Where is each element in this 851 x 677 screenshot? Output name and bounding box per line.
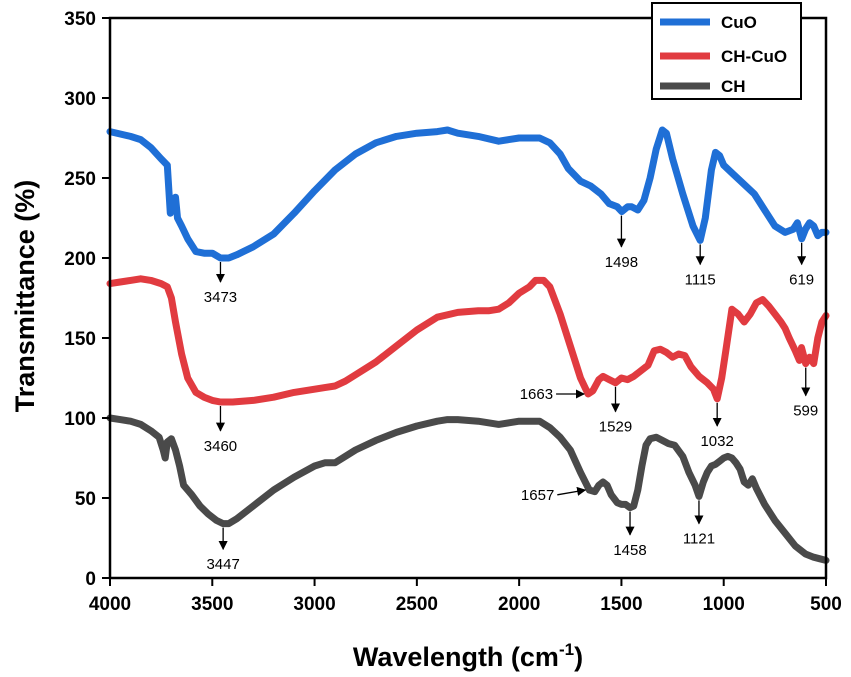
annotation-label-3460: 3460 — [204, 438, 237, 455]
annotation-label-1032: 1032 — [700, 433, 733, 450]
annotation-label-3473: 3473 — [204, 289, 237, 306]
annotation-label-1458: 1458 — [613, 542, 646, 559]
annotation-1498: 1498 — [605, 215, 638, 271]
annotation-599: 599 — [793, 367, 818, 420]
annotation-label-599: 599 — [793, 403, 818, 420]
annotation-3460: 3460 — [204, 406, 237, 455]
annotation-1032: 1032 — [700, 402, 734, 450]
peak-annotations: 3473 1498 1115 619 3460 1663 1529 1032 599 1657 14… — [204, 215, 818, 573]
annotation-label-1657: 1657 — [521, 487, 554, 504]
annotation-arrow-1657 — [557, 486, 587, 496]
x-axis-title-main: Wavelength (cm — [353, 642, 559, 672]
annotation-1657: 1657 — [521, 486, 587, 504]
annotation-619: 619 — [789, 242, 814, 288]
y-tick-label-100: 100 — [64, 409, 96, 430]
y-tick-label-200: 200 — [64, 249, 96, 270]
annotation-label-1529: 1529 — [599, 419, 632, 436]
series-line-ch-cuo — [106, 275, 830, 406]
x-tick-label-2500: 2500 — [396, 594, 438, 615]
annotation-label-1663: 1663 — [520, 386, 553, 403]
annotation-1121: 1121 — [683, 500, 715, 548]
annotation-1115: 1115 — [685, 244, 716, 288]
y-tick-label-300: 300 — [64, 89, 96, 110]
annotation-3473: 3473 — [204, 262, 237, 306]
y-tick-label-250: 250 — [64, 169, 96, 190]
annotation-3447: 3447 — [206, 527, 240, 573]
series-layer — [106, 126, 830, 564]
x-axis: 4000 3500 3000 2500 2000 1500 1000 500 — [89, 578, 842, 615]
y-tick-label-0: 0 — [85, 569, 96, 590]
series-line-cuo — [106, 126, 830, 262]
annotation-label-1121: 1121 — [683, 531, 715, 548]
annotation-label-619: 619 — [789, 271, 814, 288]
annotation-1663: 1663 — [520, 386, 585, 403]
y-tick-label-150: 150 — [64, 329, 96, 350]
legend-label-ch-cuo: CH-CuO — [721, 47, 787, 66]
y-axis: 0 50 100 150 200 250 300 350 — [64, 9, 110, 590]
annotation-label-1115: 1115 — [685, 271, 716, 288]
x-tick-label-3000: 3000 — [293, 594, 335, 615]
x-tick-label-4000: 4000 — [89, 594, 131, 615]
x-tick-label-2000: 2000 — [498, 594, 540, 615]
annotation-label-3447: 3447 — [206, 556, 239, 573]
x-tick-label-1000: 1000 — [703, 594, 745, 615]
x-axis-title: Wavelength (cm-1) — [353, 640, 583, 672]
x-tick-label-3500: 3500 — [191, 594, 233, 615]
y-tick-label-350: 350 — [64, 9, 96, 30]
x-axis-title-superscript: -1 — [559, 640, 574, 659]
x-tick-label-1500: 1500 — [600, 594, 642, 615]
annotation-1458: 1458 — [613, 511, 647, 559]
series-line-ch — [106, 414, 830, 564]
plot-frame — [108, 16, 828, 580]
legend: CuO CH-CuO CH — [651, 2, 802, 100]
y-axis-title: Transmittance (%) — [10, 180, 40, 413]
legend-label-ch: CH — [721, 77, 746, 96]
legend-label-cuo: CuO — [721, 13, 757, 32]
x-tick-label-500: 500 — [810, 594, 842, 615]
y-tick-label-50: 50 — [75, 489, 96, 510]
annotation-1529: 1529 — [599, 386, 632, 436]
annotation-label-1498: 1498 — [605, 254, 638, 271]
x-axis-title-suffix: ) — [574, 642, 583, 672]
